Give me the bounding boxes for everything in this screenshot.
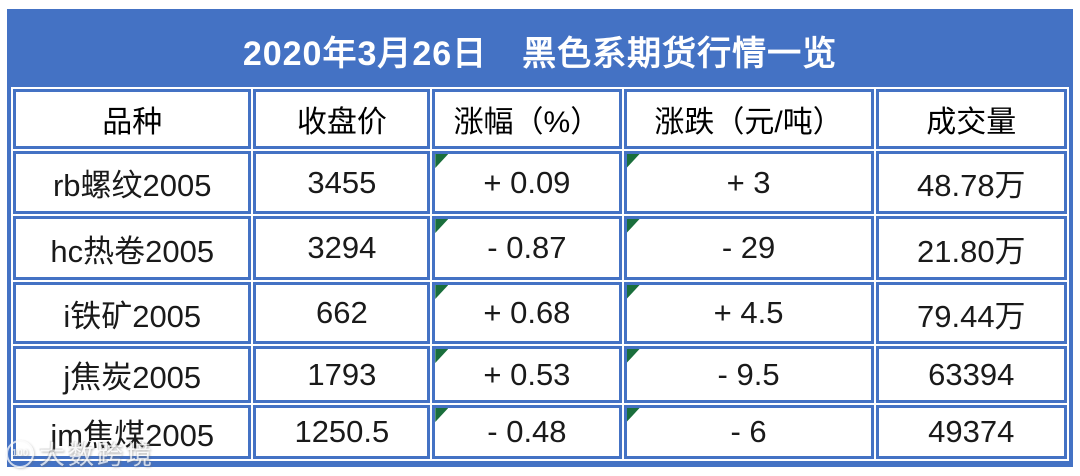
cell-pct-change: - 0.87 bbox=[432, 216, 622, 280]
cell-pct-change-value: - 0.48 bbox=[487, 414, 567, 449]
cell-volume: 79.44万 bbox=[875, 282, 1067, 344]
error-flag-triangle-icon bbox=[626, 285, 640, 299]
cell-change-value: + 3 bbox=[726, 164, 771, 200]
table-row-rb2005: rb螺纹2005 3455 + 0.09 + 3 48.78万 bbox=[13, 151, 1067, 214]
cell-change: + 4.5 bbox=[623, 282, 874, 344]
cell-change-value: - 29 bbox=[721, 230, 776, 265]
error-flag-triangle-icon bbox=[626, 349, 640, 363]
cell-volume: 63394 bbox=[875, 346, 1067, 403]
cell-pct-change: + 0.53 bbox=[432, 346, 622, 403]
error-flag-triangle-icon bbox=[435, 349, 449, 363]
cell-pct-change-value: - 0.87 bbox=[487, 230, 567, 265]
cell-change: - 9.5 bbox=[623, 346, 874, 403]
cell-close: 3455 bbox=[253, 151, 431, 214]
error-flag-triangle-icon bbox=[435, 285, 449, 299]
error-flag-triangle-icon bbox=[626, 408, 640, 422]
table-row-i2005: i铁矿2005 662 + 0.68 + 4.5 79.44万 bbox=[13, 282, 1067, 344]
futures-quotes-table: 2020年3月26日 黑色系期货行情一览 品种 收盘价 涨幅（%） 涨跌（元/吨… bbox=[7, 9, 1073, 467]
table-row-j2005: j焦炭2005 1793 + 0.53 - 9.5 63394 bbox=[13, 346, 1067, 403]
quotes-grid: 品种 收盘价 涨幅（%） 涨跌（元/吨） 成交量 rb螺纹2005 3455 +… bbox=[11, 87, 1069, 461]
cell-pct-change: + 0.09 bbox=[432, 151, 622, 214]
cell-change-value: - 9.5 bbox=[717, 356, 780, 392]
table-title: 2020年3月26日 黑色系期货行情一览 bbox=[242, 34, 838, 73]
cell-pct-change-value: + 0.09 bbox=[483, 164, 571, 200]
col-header-variety: 品种 bbox=[13, 89, 252, 149]
cell-pct-change: - 0.48 bbox=[432, 405, 622, 459]
col-header-pct-change: 涨幅（%） bbox=[432, 89, 622, 149]
cell-variety: i铁矿2005 bbox=[13, 282, 252, 344]
cell-volume: 48.78万 bbox=[875, 151, 1067, 214]
cell-change-value: + 4.5 bbox=[713, 295, 784, 330]
cell-change-value: - 6 bbox=[730, 414, 767, 449]
col-header-volume: 成交量 bbox=[875, 89, 1067, 149]
error-flag-triangle-icon bbox=[435, 219, 449, 233]
cell-volume: 21.80万 bbox=[875, 216, 1067, 280]
cell-pct-change-value: + 0.68 bbox=[483, 295, 571, 330]
error-flag-triangle-icon bbox=[626, 154, 640, 168]
error-flag-triangle-icon bbox=[435, 154, 449, 168]
cell-variety: j焦炭2005 bbox=[13, 346, 252, 403]
error-flag-triangle-icon bbox=[626, 219, 640, 233]
cell-close: 1793 bbox=[253, 346, 431, 403]
cell-close: 3294 bbox=[253, 216, 431, 280]
cell-close: 1250.5 bbox=[253, 405, 431, 459]
cell-pct-change: + 0.68 bbox=[432, 282, 622, 344]
cell-change: - 29 bbox=[623, 216, 874, 280]
table-row-jm2005: jm焦煤2005 1250.5 - 0.48 - 6 49374 bbox=[13, 405, 1067, 459]
cell-close: 662 bbox=[253, 282, 431, 344]
cell-volume: 49374 bbox=[875, 405, 1067, 459]
col-header-close: 收盘价 bbox=[253, 89, 431, 149]
error-flag-triangle-icon bbox=[435, 408, 449, 422]
col-header-change: 涨跌（元/吨） bbox=[623, 89, 874, 149]
header-row: 品种 收盘价 涨幅（%） 涨跌（元/吨） 成交量 bbox=[13, 89, 1067, 149]
cell-variety: jm焦煤2005 bbox=[13, 405, 252, 459]
table-title-bar: 2020年3月26日 黑色系期货行情一览 bbox=[11, 13, 1069, 87]
cell-variety: rb螺纹2005 bbox=[13, 151, 252, 214]
cell-variety: hc热卷2005 bbox=[13, 216, 252, 280]
cell-pct-change-value: + 0.53 bbox=[483, 356, 571, 392]
cell-change: + 3 bbox=[623, 151, 874, 214]
table-row-hc2005: hc热卷2005 3294 - 0.87 - 29 21.80万 bbox=[13, 216, 1067, 280]
cell-change: - 6 bbox=[623, 405, 874, 459]
